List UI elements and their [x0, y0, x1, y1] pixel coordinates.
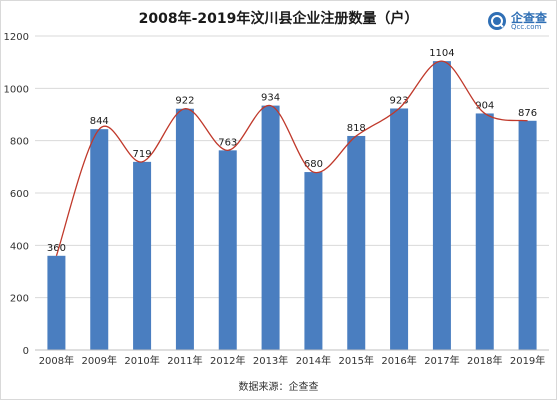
data-label: 923	[390, 95, 409, 106]
bar	[518, 120, 537, 350]
x-tick-label: 2010年	[124, 354, 159, 367]
chart-title: 2008年-2019年汶川县企业注册数量（户）	[138, 11, 419, 27]
bar	[90, 129, 109, 350]
bar	[133, 161, 152, 350]
bar	[304, 172, 323, 350]
x-tick-label: 2013年	[253, 354, 288, 367]
x-tick-label: 2014年	[296, 354, 331, 367]
bar	[47, 255, 66, 350]
trend-line	[55, 60, 528, 257]
y-tick-label: 1000	[4, 84, 29, 95]
brand-url: Qcc.com	[511, 23, 542, 31]
brand-logo: 企查查 Qcc.com	[487, 8, 553, 34]
x-tick-label: 2015年	[339, 354, 374, 367]
data-label: 922	[175, 96, 194, 107]
data-label: 360	[47, 243, 66, 254]
x-tick-label: 2012年	[210, 354, 245, 367]
data-label: 763	[218, 137, 237, 148]
bar	[475, 113, 494, 350]
x-tick-label: 2011年	[167, 354, 202, 367]
data-label: 844	[90, 116, 109, 127]
bar	[261, 105, 280, 350]
x-tick-label: 2018年	[467, 354, 502, 367]
y-tick-label: 400	[10, 241, 29, 252]
data-label: 876	[518, 108, 537, 119]
x-tick-label: 2019年	[510, 354, 545, 367]
x-tick-label: 2009年	[82, 354, 117, 367]
data-label: 934	[261, 93, 280, 104]
bar	[432, 61, 451, 351]
bar	[390, 108, 409, 351]
x-tick-label: 2017年	[424, 354, 459, 367]
data-source: 数据来源：企查查	[238, 382, 319, 393]
data-label: 904	[475, 100, 494, 111]
data-label: 818	[347, 123, 366, 134]
x-tick-label: 2008年	[39, 354, 74, 367]
data-label: 680	[304, 159, 323, 170]
brand-name: 企查查	[511, 11, 548, 25]
data-label: 1104	[429, 48, 454, 59]
data-label: 719	[133, 149, 152, 160]
bar	[175, 108, 194, 350]
y-tick-label: 800	[10, 137, 29, 148]
bar	[218, 150, 237, 350]
y-tick-label: 600	[10, 189, 29, 200]
y-tick-label: 1200	[4, 32, 29, 43]
bar	[347, 135, 366, 350]
x-tick-label: 2016年	[381, 354, 416, 367]
y-tick-label: 200	[10, 294, 29, 305]
brand-logo-icon	[488, 12, 506, 30]
y-tick-label: 0	[23, 346, 29, 357]
